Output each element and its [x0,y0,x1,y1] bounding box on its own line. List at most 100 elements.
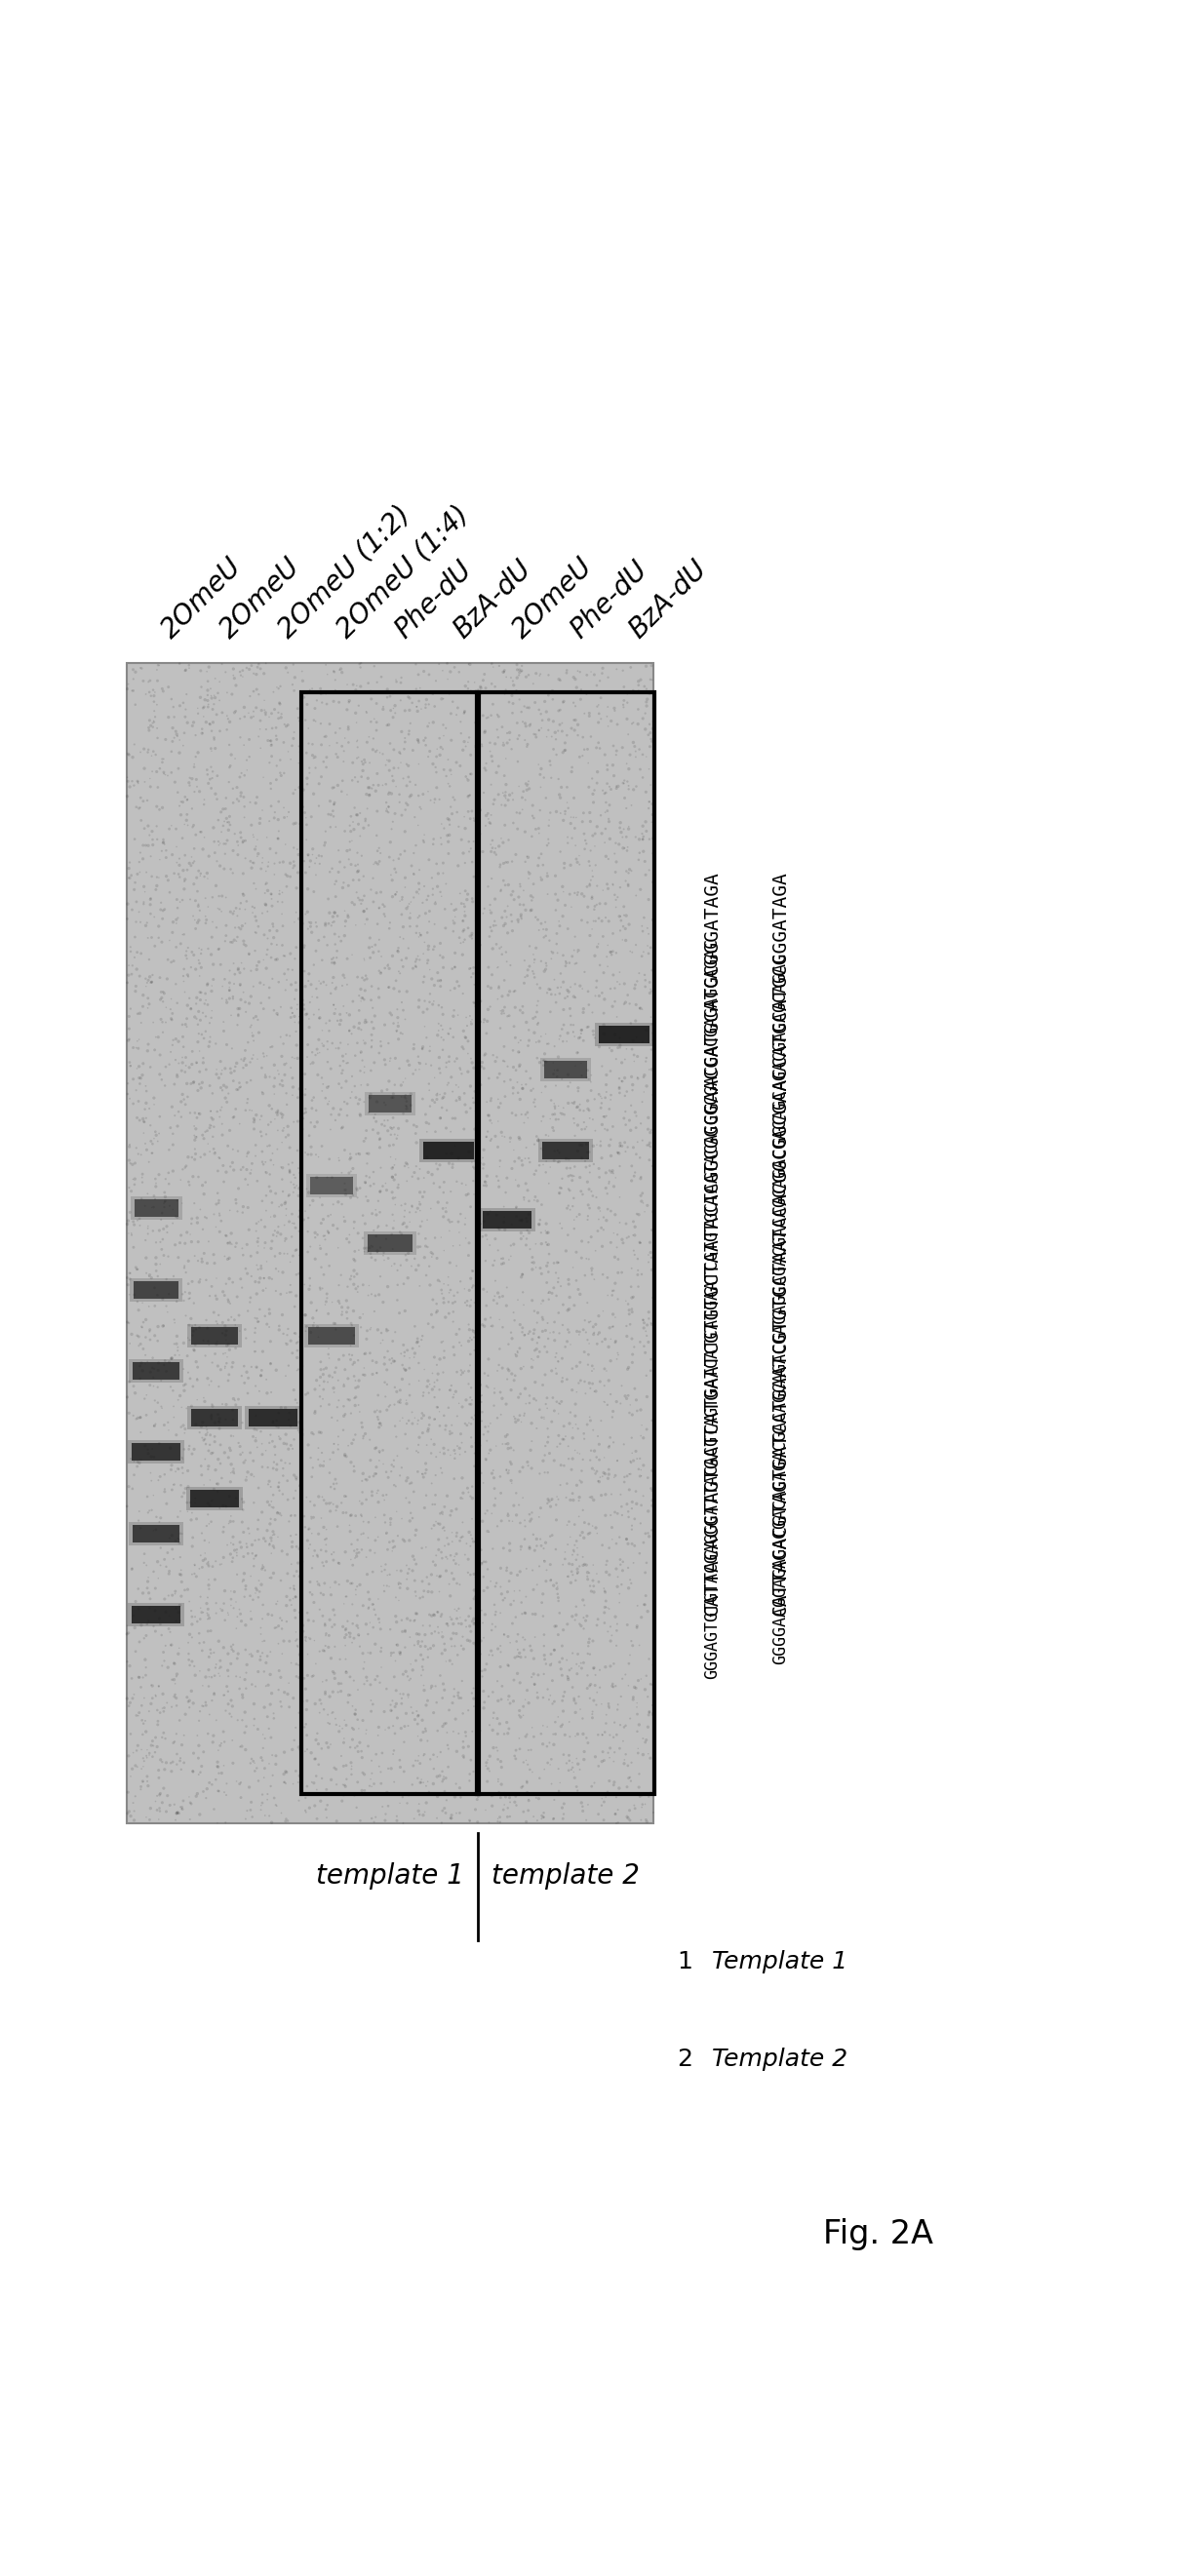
Point [526,809,545,850]
Point [607,1777,625,1819]
Point [584,1347,603,1388]
Point [517,706,536,747]
Point [129,1499,148,1540]
Point [222,1643,241,1685]
Point [627,984,645,1025]
Point [413,1079,432,1121]
Point [264,672,283,714]
Point [131,1667,150,1708]
Point [546,1100,565,1141]
Point [189,1157,208,1198]
Point [350,1095,369,1136]
Point [599,1162,618,1203]
Point [130,788,149,829]
Point [413,1028,432,1069]
Point [538,1242,557,1283]
Point [179,1162,198,1203]
Point [337,829,356,871]
Point [192,1747,211,1788]
Point [253,791,271,832]
Point [409,680,428,721]
Point [262,737,281,778]
Point [120,1260,139,1301]
Point [509,719,527,760]
Point [506,1775,525,1816]
Point [158,1401,177,1443]
Point [310,1589,329,1631]
Point [519,1025,538,1066]
Point [123,1144,142,1185]
Point [172,1512,191,1553]
Point [550,1133,569,1175]
Point [365,1589,384,1631]
Point [588,1324,607,1365]
Point [376,1084,395,1126]
Point [271,1793,290,1834]
Point [202,747,221,788]
Point [353,1530,372,1571]
Point [136,1334,155,1376]
Point [437,755,455,796]
Point [396,788,415,829]
Point [575,1360,594,1401]
Point [545,1095,564,1136]
Point [624,1041,643,1082]
Point [291,1334,310,1376]
Point [560,1649,579,1690]
Point [221,747,240,788]
Point [459,1726,478,1767]
Point [274,1448,293,1489]
Point [553,866,572,907]
Point [262,938,281,979]
Point [240,933,258,974]
Point [227,1656,245,1698]
Point [559,1139,578,1180]
Point [484,927,503,969]
Point [119,1167,138,1208]
Point [380,750,399,791]
Point [300,1788,319,1829]
Point [464,799,483,840]
Point [398,1084,417,1126]
Point [118,1265,137,1306]
Point [136,871,155,912]
Point [565,1146,584,1188]
Point [322,1533,341,1574]
Point [570,1497,589,1538]
Point [140,1365,159,1406]
Point [544,1054,563,1095]
Point [479,1059,498,1100]
Point [642,997,661,1038]
Point [184,701,203,742]
Point [327,938,346,979]
Point [395,721,414,762]
Point [585,1450,604,1492]
Point [440,804,459,845]
Point [353,1041,372,1082]
Point [551,778,570,819]
Point [526,1224,545,1265]
Point [276,1321,295,1363]
Point [346,1239,365,1280]
Point [275,1672,294,1713]
Point [467,1494,486,1535]
Point [297,762,316,804]
Point [194,1115,212,1157]
Point [564,1752,583,1793]
Point [424,744,442,786]
Point [461,1257,480,1298]
Point [324,1303,343,1345]
Point [493,976,512,1018]
Point [546,1347,565,1388]
Point [571,1170,590,1211]
Point [234,1432,253,1473]
Point [131,786,150,827]
Point [118,1064,137,1105]
Point [215,1582,234,1623]
Point [179,762,198,804]
Point [457,1607,476,1649]
Point [333,1151,352,1193]
Point [257,1113,276,1154]
Point [210,1136,229,1177]
Point [355,1162,374,1203]
